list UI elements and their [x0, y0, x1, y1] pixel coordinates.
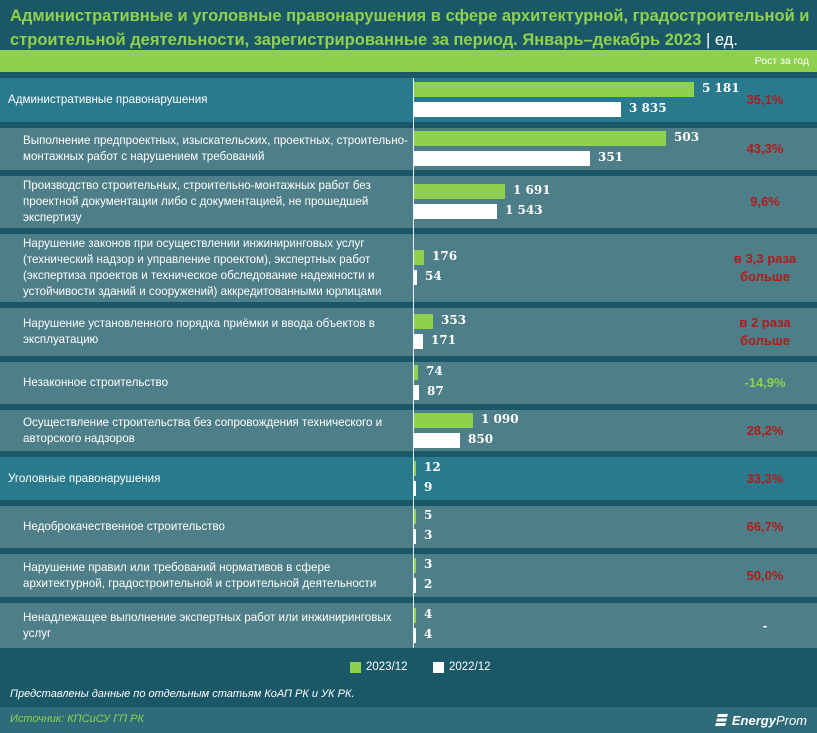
value-label-2023: 176	[432, 249, 458, 263]
chart-row: Нарушение законов при осуществлении инжи…	[0, 234, 817, 302]
category-label: Недоброкачественное строительство	[23, 520, 225, 533]
value-label-2022: 171	[431, 333, 457, 347]
growth-value: 35,1%	[746, 92, 784, 107]
value-label-2023: 503	[674, 130, 700, 144]
bar-2023	[414, 82, 694, 97]
growth-value: -14,9%	[744, 375, 786, 390]
chart-row: Выполнение предпроектных, изыскательских…	[0, 128, 817, 170]
category-label: Административные правонарушения	[8, 93, 208, 106]
logo-icon	[714, 714, 728, 726]
category-label: Нарушение установленного порядка приёмки…	[23, 317, 375, 346]
bar-2022	[414, 529, 416, 544]
chart-row: Нарушение установленного порядка приёмки…	[0, 308, 817, 356]
value-label-2023: 74	[426, 364, 443, 378]
footnote: Представлены данные по отдельным статьям…	[10, 688, 355, 700]
chart-row: Незаконное строительство 74 87 -14,9%	[0, 362, 817, 404]
source-text: Источник: КПСиСУ ГП РК	[10, 713, 144, 725]
footer: Источник: КПСиСУ ГП РК EnergyProm	[0, 707, 817, 733]
growth-header-label: Рост за год	[754, 55, 809, 67]
bar-2022	[414, 334, 423, 349]
value-label-2023: 5 181	[702, 81, 740, 95]
value-label-2023: 1 090	[481, 411, 519, 426]
category-label: Осуществление строительства без сопровож…	[23, 415, 383, 445]
value-label-2023: 353	[441, 313, 467, 327]
bar-axis-line	[413, 78, 414, 648]
value-label-2022: 3 835	[629, 101, 667, 115]
chart-row: Ненадлежащее выполнение экспертных работ…	[0, 603, 817, 648]
growth-value: в 2 раза больше	[739, 315, 791, 348]
energyprom-logo: EnergyProm	[714, 711, 807, 729]
bar-2023	[414, 250, 424, 265]
growth-value: в 3,3 раза больше	[733, 251, 797, 284]
category-label: Выполнение предпроектных, изыскательских…	[23, 134, 408, 163]
legend: 2023/12 2022/12	[0, 661, 817, 677]
logo-light-text: Prom	[775, 712, 807, 728]
chart-title-text: Административные и уголовные правонаруше…	[10, 7, 810, 49]
value-label-2022: 351	[598, 150, 624, 164]
bar-2022	[414, 102, 621, 117]
legend-swatch-2022	[433, 662, 444, 673]
title-separator: |	[701, 31, 715, 49]
value-label-2023: 1 691	[513, 183, 551, 197]
bar-2022	[414, 432, 460, 448]
bar-2023	[414, 365, 418, 380]
legend-swatch-2023	[350, 662, 361, 673]
value-label-2022: 3	[424, 528, 433, 542]
value-label-2022: 2	[424, 576, 433, 591]
bar-2023	[414, 184, 505, 199]
value-label-2022: 1 543	[505, 203, 543, 217]
category-label: Ненадлежащее выполнение экспертных работ…	[23, 610, 392, 640]
value-label-2022: 4	[424, 626, 433, 641]
growth-value: 33,3%	[746, 470, 784, 486]
value-label-2023: 12	[424, 459, 441, 474]
bar-2023	[414, 607, 416, 623]
chart-row: Производство строительных, строительно-м…	[0, 176, 817, 228]
value-label-2023: 5	[424, 508, 433, 522]
category-label: Уголовные правонарушения	[8, 471, 161, 485]
legend-label-2023: 2023/12	[366, 661, 408, 673]
chart-title: Административные и уголовные правонаруше…	[10, 4, 810, 52]
legend-label-2022: 2022/12	[449, 661, 491, 673]
chart-row: Административные правонарушения 5 181 3 83…	[0, 78, 817, 122]
growth-value: 66,7%	[746, 519, 784, 534]
value-label-2022: 850	[468, 431, 494, 446]
value-label-2022: 87	[427, 384, 444, 398]
title-unit: ед.	[714, 31, 738, 49]
value-label-2022: 9	[424, 479, 433, 494]
bar-2022	[414, 627, 416, 643]
value-label-2023: 4	[424, 606, 433, 621]
growth-value: -	[762, 617, 768, 633]
bar-2023	[414, 460, 416, 476]
chart-row: Недоброкачественное строительство 5 3 66,7%	[0, 506, 817, 548]
category-label: Незаконное строительство	[23, 376, 169, 389]
bar-2023	[414, 314, 433, 329]
logo-bold-text: Energy	[731, 712, 776, 728]
growth-header-bar: Рост за год	[0, 50, 817, 72]
bar-2023	[414, 557, 416, 573]
bar-2022	[414, 480, 416, 496]
bar-2023	[414, 131, 666, 146]
growth-value: 28,2%	[746, 422, 784, 438]
category-label: Производство строительных, строительно-м…	[23, 179, 371, 224]
value-label-2023: 3	[424, 556, 433, 571]
chart-row: Осуществление строительства без сопровож…	[0, 410, 817, 451]
value-label-2022: 54	[425, 269, 442, 283]
bar-2022	[414, 151, 590, 166]
category-label: Нарушение правил или требований норматив…	[23, 560, 377, 590]
bar-2023	[414, 509, 416, 524]
bar-2023	[414, 412, 473, 428]
bar-2022	[414, 577, 416, 593]
chart-row: Нарушение правил или требований норматив…	[0, 554, 817, 597]
growth-value: 43,3%	[746, 141, 784, 156]
growth-value: 9,6%	[750, 194, 780, 209]
bar-2022	[414, 270, 417, 285]
growth-value: 50,0%	[746, 567, 784, 583]
category-label: Нарушение законов при осуществлении инжи…	[23, 237, 382, 298]
bar-2022	[414, 204, 497, 219]
chart-row: Уголовные правонарушения 12 9 33,3%	[0, 457, 817, 500]
bar-2022	[414, 385, 419, 400]
